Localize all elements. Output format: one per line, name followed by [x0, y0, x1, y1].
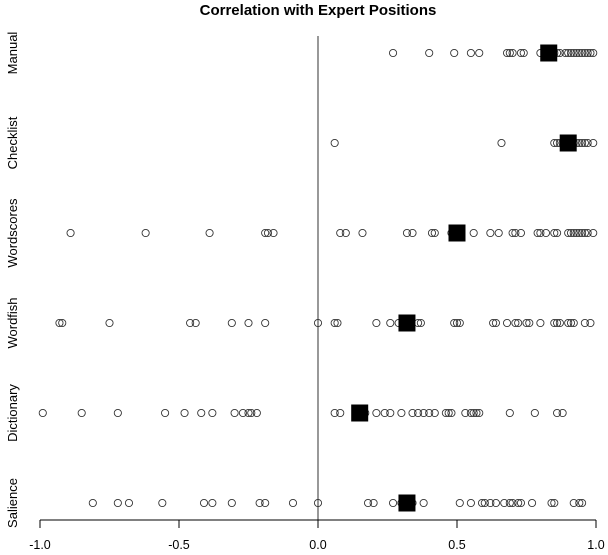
- point-wordfish: [192, 319, 199, 326]
- point-salience: [420, 499, 427, 506]
- point-salience: [389, 499, 396, 506]
- point-wordscores: [542, 229, 549, 236]
- point-checklist: [498, 139, 505, 146]
- point-checklist: [331, 139, 338, 146]
- point-wordfish: [245, 319, 252, 326]
- x-tick-label: 0.5: [448, 538, 465, 552]
- category-label-dictionary: Dictionary: [5, 384, 20, 442]
- point-salience: [289, 499, 296, 506]
- point-salience: [456, 499, 463, 506]
- point-wordfish: [387, 319, 394, 326]
- point-wordscores: [495, 229, 502, 236]
- point-manual: [389, 49, 396, 56]
- point-wordscores: [517, 229, 524, 236]
- point-wordfish: [228, 319, 235, 326]
- point-dictionary: [39, 409, 46, 416]
- point-manual: [451, 49, 458, 56]
- x-axis: -1.0 -0.5 0.0 0.5 1.0: [29, 520, 605, 552]
- summary-marker-wordfish: [398, 315, 415, 332]
- point-dictionary: [431, 409, 438, 416]
- category-label-checklist: Checklist: [5, 116, 20, 169]
- point-wordfish: [373, 319, 380, 326]
- point-dictionary: [209, 409, 216, 416]
- x-tick-label: 1.0: [587, 538, 604, 552]
- point-wordscores: [342, 229, 349, 236]
- summary-marker-manual: [540, 45, 557, 62]
- point-salience: [467, 499, 474, 506]
- point-wordfish: [262, 319, 269, 326]
- point-wordfish: [106, 319, 113, 326]
- point-salience: [125, 499, 132, 506]
- point-wordscores: [206, 229, 213, 236]
- point-dictionary: [78, 409, 85, 416]
- point-dictionary: [253, 409, 260, 416]
- category-label-manual: Manual: [5, 32, 20, 75]
- point-salience: [370, 499, 377, 506]
- point-dictionary: [531, 409, 538, 416]
- point-wordscores: [470, 229, 477, 236]
- point-dictionary: [559, 409, 566, 416]
- point-dictionary: [398, 409, 405, 416]
- point-dictionary: [114, 409, 121, 416]
- point-manual: [476, 49, 483, 56]
- summary-marker-dictionary: [351, 405, 368, 422]
- point-wordscores: [487, 229, 494, 236]
- chart-title: Correlation with Expert Positions: [200, 2, 437, 19]
- summary-marker-wordscores: [449, 225, 466, 242]
- point-manual: [467, 49, 474, 56]
- point-salience: [114, 499, 121, 506]
- point-salience: [200, 499, 207, 506]
- point-manual: [426, 49, 433, 56]
- point-dictionary: [337, 409, 344, 416]
- point-wordfish: [587, 319, 594, 326]
- point-salience: [89, 499, 96, 506]
- x-tick-label: -0.5: [168, 538, 190, 552]
- x-tick-label: 0.0: [309, 538, 326, 552]
- point-salience: [159, 499, 166, 506]
- summary-marker-salience: [398, 495, 415, 512]
- category-label-wordscores: Wordscores: [5, 198, 20, 268]
- point-wordscores: [359, 229, 366, 236]
- x-tick-label: -1.0: [29, 538, 51, 552]
- point-wordfish: [503, 319, 510, 326]
- category-labels: Manual Checklist Wordscores Wordfish Diction…: [5, 32, 20, 528]
- point-wordscores: [270, 229, 277, 236]
- summary-marker-checklist: [560, 135, 577, 152]
- category-label-wordfish: Wordfish: [5, 297, 20, 348]
- point-dictionary: [387, 409, 394, 416]
- point-dictionary: [506, 409, 513, 416]
- point-dictionary: [162, 409, 169, 416]
- point-checklist: [590, 139, 597, 146]
- point-salience: [492, 499, 499, 506]
- point-wordscores: [67, 229, 74, 236]
- plot-area: [39, 36, 597, 520]
- point-wordscores: [142, 229, 149, 236]
- point-dictionary: [198, 409, 205, 416]
- point-salience: [528, 499, 535, 506]
- point-salience: [228, 499, 235, 506]
- point-dictionary: [181, 409, 188, 416]
- point-salience: [209, 499, 216, 506]
- category-label-salience: Salience: [5, 478, 20, 528]
- point-wordfish: [537, 319, 544, 326]
- point-salience: [262, 499, 269, 506]
- point-wordscores: [590, 229, 597, 236]
- point-wordscores: [409, 229, 416, 236]
- point-dictionary: [373, 409, 380, 416]
- point-dictionary: [231, 409, 238, 416]
